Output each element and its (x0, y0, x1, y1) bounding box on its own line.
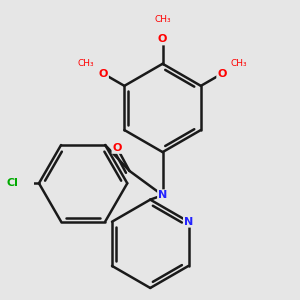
Text: CH₃: CH₃ (78, 59, 94, 68)
Text: CH₃: CH₃ (154, 15, 171, 24)
Text: Cl: Cl (7, 178, 18, 188)
Text: O: O (158, 34, 167, 44)
Text: O: O (217, 69, 226, 79)
Text: CH₃: CH₃ (231, 59, 248, 68)
Text: O: O (112, 143, 122, 153)
Text: O: O (99, 69, 108, 79)
Text: N: N (184, 217, 193, 227)
Text: N: N (158, 190, 167, 200)
